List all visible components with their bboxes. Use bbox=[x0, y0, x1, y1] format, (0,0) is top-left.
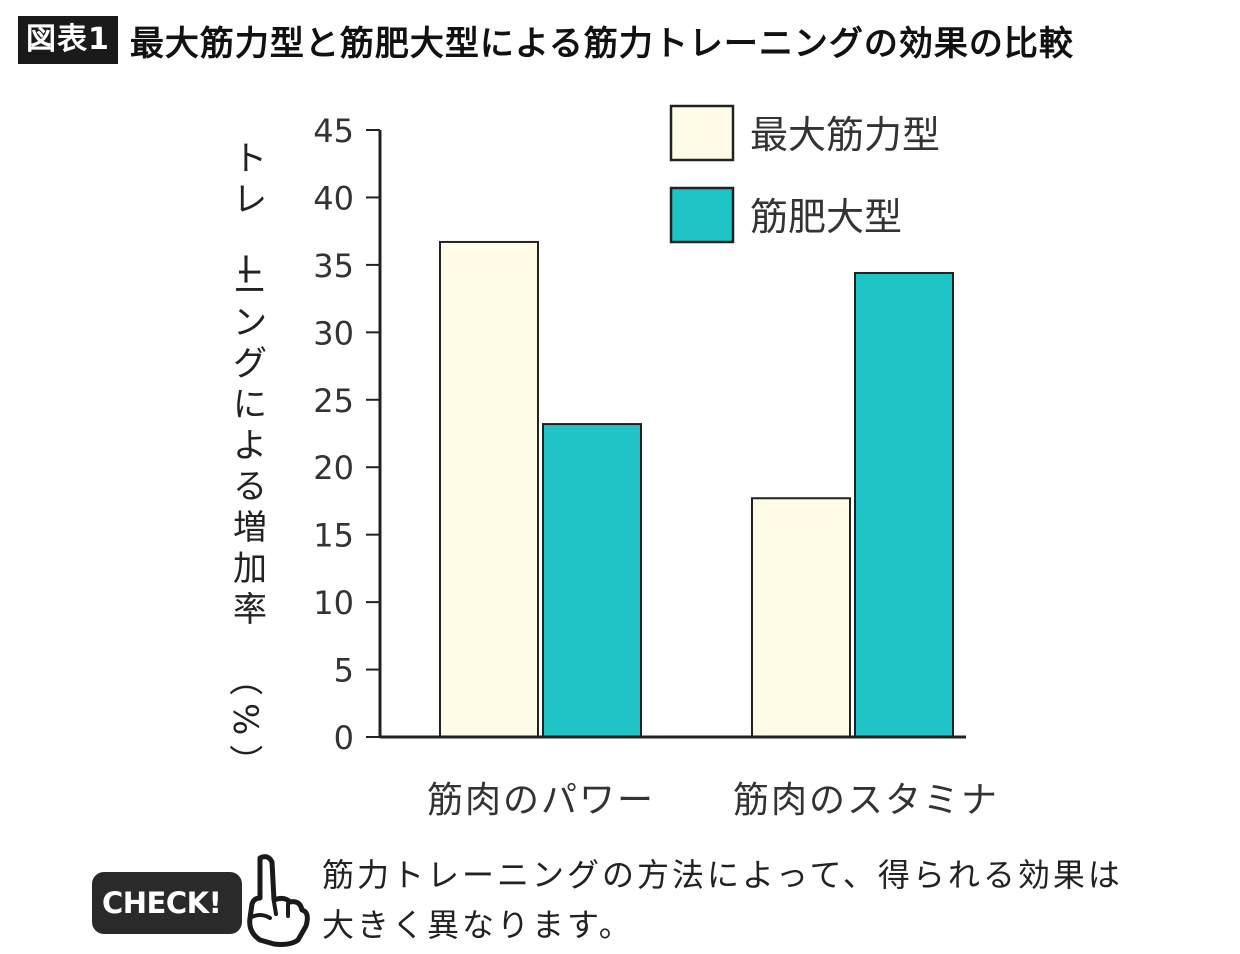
y-tick-label: 0 bbox=[334, 719, 354, 757]
figure-header: 図表1 最大筋力型と筋肥大型による筋力トレーニングの効果の比較 bbox=[18, 14, 1074, 66]
bar-max-strength-stamina bbox=[751, 497, 851, 738]
note-line-2: 大きく異なります。 bbox=[322, 906, 634, 944]
bar-max-strength-power bbox=[439, 240, 539, 739]
y-tick-label: 25 bbox=[313, 382, 354, 420]
check-badge: CHECK! bbox=[92, 872, 242, 934]
note-text: 筋力トレーニングの方法によって、得られる効果は 大きく異なります。 bbox=[322, 850, 1182, 950]
axes bbox=[378, 130, 966, 739]
x-category-label: 筋肉のパワー bbox=[427, 780, 655, 821]
legend-label: 筋肥大型 bbox=[750, 195, 902, 239]
legend-swatch bbox=[669, 104, 735, 162]
figure-tag: 図表1 bbox=[18, 16, 118, 64]
bar-hypertrophy-stamina bbox=[854, 271, 954, 738]
y-tick-label: 35 bbox=[313, 247, 354, 285]
y-tick-label: 15 bbox=[313, 517, 354, 555]
bars bbox=[439, 240, 954, 739]
x-axis-categories: 筋肉のパワー 筋肉のスタミナ bbox=[427, 780, 999, 821]
check-note: CHECK! 筋力トレーニングの方法によって、得られる効果は 大きく異なります。 bbox=[92, 850, 1192, 950]
y-tick-label: 30 bbox=[313, 314, 354, 352]
y-axis-label-group: トレーニングによる増加率（%） bbox=[224, 139, 267, 778]
y-tick-label: 5 bbox=[334, 652, 354, 690]
legend-label: 最大筋力型 bbox=[750, 113, 940, 157]
bar-hypertrophy-power bbox=[542, 423, 642, 738]
y-tick-label: 45 bbox=[313, 112, 354, 150]
y-axis-title: トレーニングによる増加率（%） bbox=[224, 139, 267, 778]
bar-chart: トレーニングによる増加率（%） 0 5 10 15 20 25 30 35 40 45 筋肉のパワ… bbox=[224, 104, 999, 821]
y-tick-label: 20 bbox=[313, 449, 354, 487]
legend-swatch bbox=[669, 186, 735, 244]
y-tick-label: 40 bbox=[313, 179, 354, 217]
y-axis-ticks: 0 5 10 15 20 25 30 35 40 45 bbox=[313, 112, 380, 757]
note-line-1: 筋力トレーニングの方法によって、得られる効果は bbox=[322, 856, 1123, 894]
y-tick-label: 10 bbox=[313, 584, 354, 622]
figure-title: 最大筋力型と筋肥大型による筋力トレーニングの効果の比較 bbox=[129, 23, 1074, 64]
pointing-hand-icon bbox=[247, 854, 310, 947]
x-category-label: 筋肉のスタミナ bbox=[733, 780, 999, 821]
